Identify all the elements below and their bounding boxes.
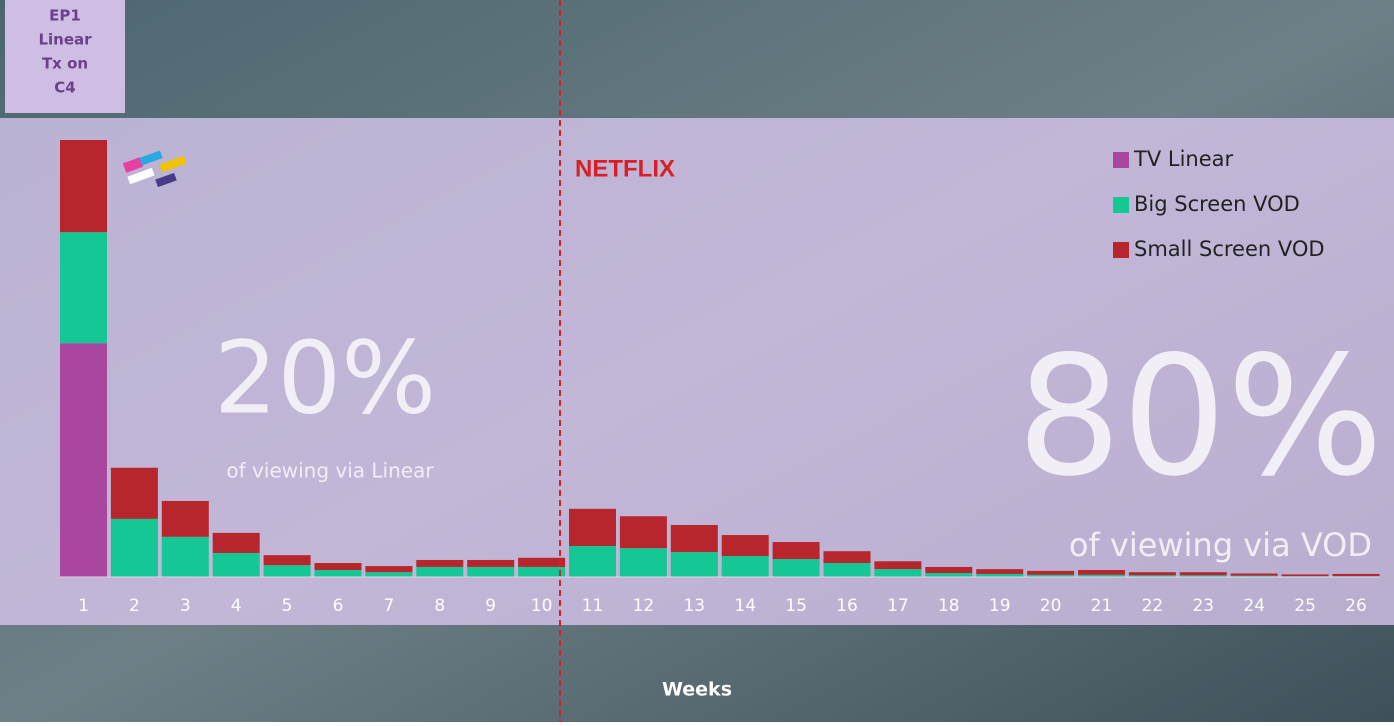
x-tick-label: 4	[231, 596, 242, 616]
x-tick-label: 8	[434, 596, 445, 616]
ep1-text: Tx on	[42, 55, 88, 73]
x-tick-label: 5	[282, 596, 293, 616]
bar-segment	[1231, 574, 1278, 576]
bar-segment	[416, 560, 463, 567]
legend-swatch	[1113, 197, 1129, 213]
x-tick-label: 7	[383, 596, 394, 616]
bar-segment	[874, 561, 921, 569]
x-tick-label: 18	[938, 596, 960, 616]
bar-segment	[874, 569, 921, 577]
x-tick-label: 6	[333, 596, 344, 616]
legend-label: Small Screen VOD	[1134, 237, 1325, 261]
bar-segment	[518, 558, 565, 567]
bar-segment	[824, 551, 871, 563]
bar-segment	[111, 519, 158, 577]
vod-share: 80%	[1017, 320, 1384, 512]
bar-segment	[111, 468, 158, 519]
bar-segment	[264, 555, 311, 565]
bar-segment	[60, 343, 107, 577]
bar-segment	[264, 565, 311, 577]
bar-segment	[671, 525, 718, 552]
bar-segment	[416, 567, 463, 577]
bar-segment	[569, 509, 616, 546]
bar-segment	[60, 232, 107, 343]
bar-segment	[467, 560, 514, 567]
x-tick-label: 10	[531, 596, 553, 616]
legend-swatch	[1113, 152, 1129, 168]
bar-segment	[365, 566, 412, 572]
x-tick-label: 15	[785, 596, 807, 616]
x-tick-label: 16	[836, 596, 858, 616]
x-axis-label: Weeks	[662, 679, 732, 701]
bar-segment	[976, 569, 1023, 574]
bar-segment	[213, 533, 260, 553]
bar-segment	[722, 556, 769, 577]
legend-swatch	[1113, 242, 1129, 258]
bar-segment	[1027, 571, 1074, 575]
x-tick-label: 23	[1192, 596, 1214, 616]
legend-label: TV Linear	[1133, 147, 1234, 171]
bar-segment	[60, 140, 107, 232]
bar-segment	[315, 563, 362, 570]
bar-segment	[620, 516, 667, 548]
x-tick-label: 3	[180, 596, 191, 616]
linear-caption: of viewing via Linear	[226, 459, 434, 483]
ep1-text: EP1	[49, 7, 81, 25]
x-tick-label: 13	[683, 596, 705, 616]
legend-label: Big Screen VOD	[1134, 192, 1300, 216]
bar-segment	[722, 535, 769, 556]
x-tick-label: 1	[78, 596, 89, 616]
x-tick-label: 26	[1345, 596, 1367, 616]
bar-segment	[1078, 570, 1125, 575]
bar-segment	[620, 548, 667, 577]
x-tick-label: 25	[1294, 596, 1316, 616]
bar-segment	[1333, 574, 1380, 576]
bar-segment	[162, 537, 209, 577]
x-tick-label: 9	[485, 596, 496, 616]
x-tick-label: 11	[582, 596, 604, 616]
bar-segment	[1180, 572, 1227, 575]
bar-segment	[518, 567, 565, 577]
bar-segment	[925, 567, 972, 573]
netflix-logo: NETFLIX	[575, 155, 675, 182]
x-tick-label: 24	[1243, 596, 1265, 616]
bar-segment	[569, 546, 616, 577]
bar-segment	[925, 573, 972, 577]
bar-segment	[1129, 572, 1176, 575]
x-tick-label: 20	[1040, 596, 1062, 616]
x-tick-label: 21	[1091, 596, 1113, 616]
bar-segment	[1282, 574, 1329, 576]
ep1-text: C4	[54, 79, 75, 97]
ep1-text: Linear	[38, 31, 92, 49]
vod-caption: of viewing via VOD	[1069, 526, 1372, 564]
bar-segment	[824, 563, 871, 577]
linear-share: 20%	[214, 319, 436, 436]
bar-segment	[315, 570, 362, 577]
x-tick-label: 19	[989, 596, 1011, 616]
bar-segment	[162, 501, 209, 537]
x-tick-label: 17	[887, 596, 909, 616]
bar-segment	[671, 552, 718, 577]
bar-segment	[213, 553, 260, 577]
chart: EP1 Linear Tx on C4 NETFLIX 20% of viewi…	[0, 0, 1394, 722]
bar-segment	[773, 559, 820, 577]
bar-segment	[773, 542, 820, 559]
x-tick-label: 2	[129, 596, 140, 616]
x-tick-label: 14	[734, 596, 756, 616]
bar-segment	[365, 572, 412, 577]
x-tick-label: 12	[633, 596, 655, 616]
x-tick-label: 22	[1142, 596, 1164, 616]
bar-segment	[467, 567, 514, 577]
